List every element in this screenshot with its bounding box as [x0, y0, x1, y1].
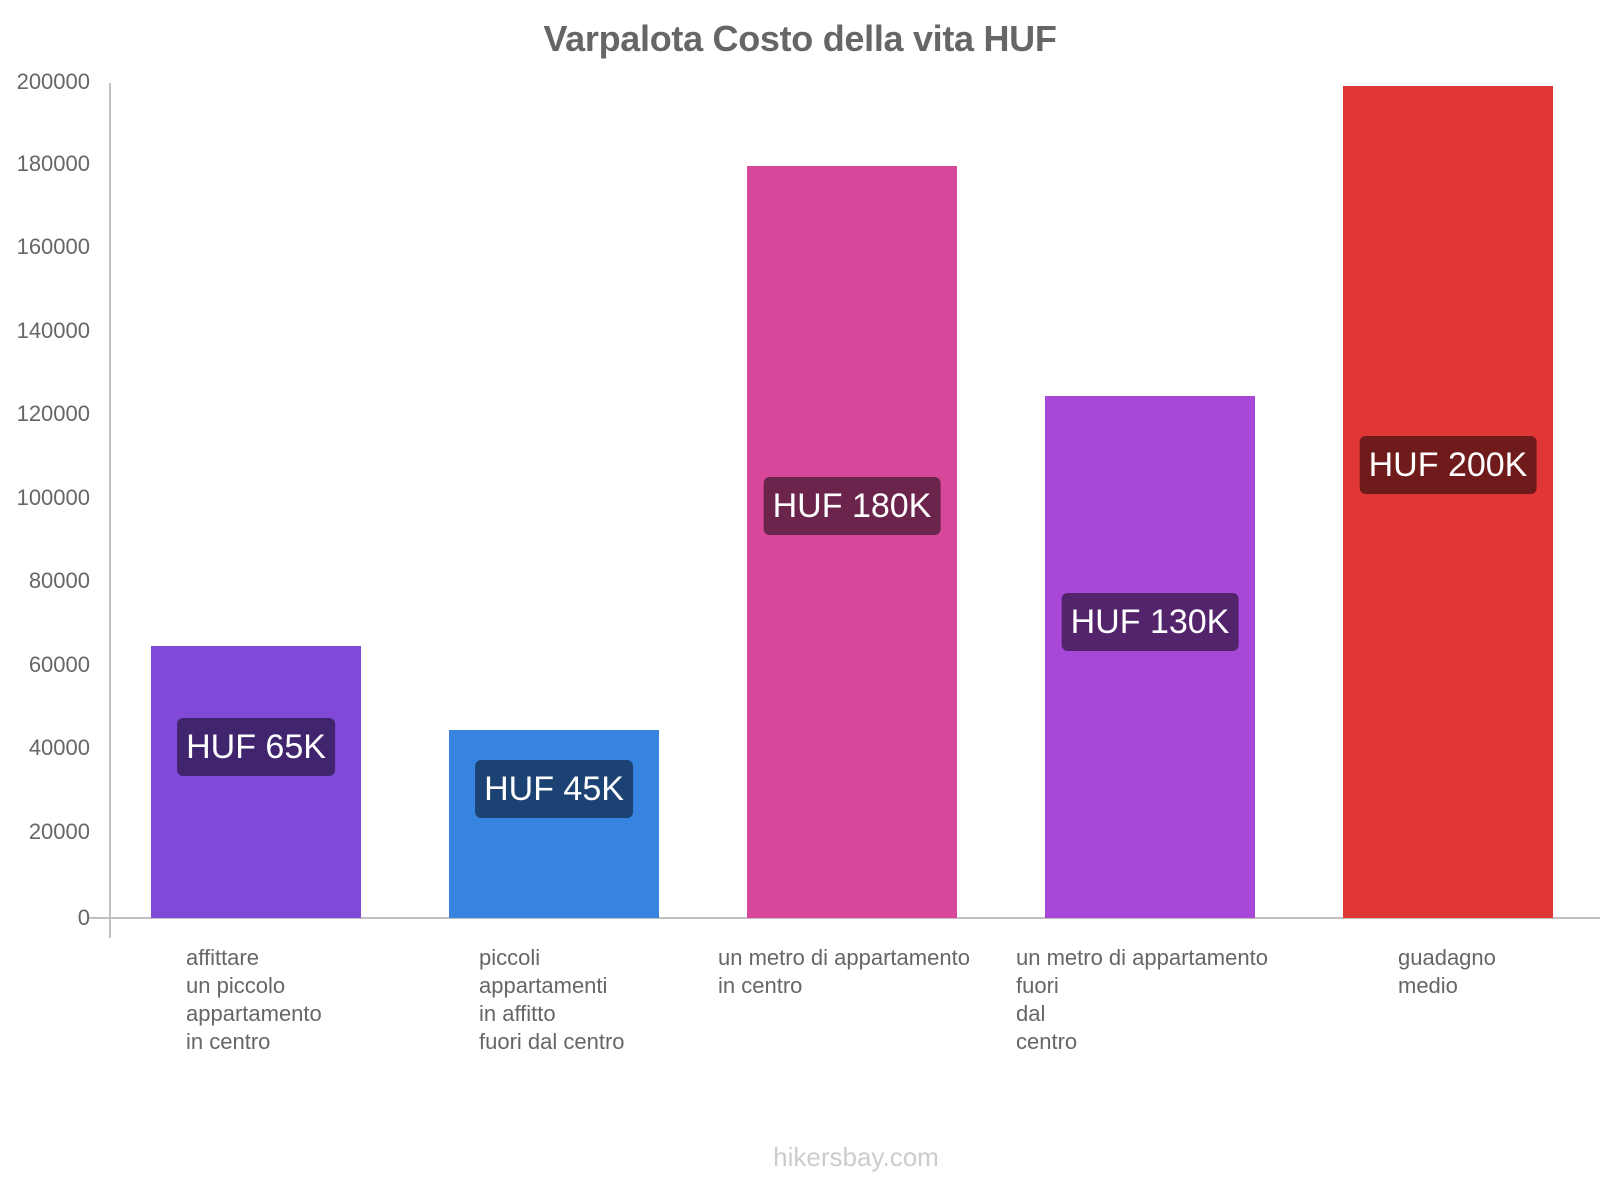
- y-axis-line: [109, 83, 111, 938]
- bar-value-label: HUF 200K: [1359, 436, 1537, 494]
- bar-metro-appartamento-fuori-centro[interactable]: HUF 130K: [1045, 396, 1255, 918]
- y-tick-label: 160000: [16, 234, 90, 259]
- y-tick-label: 200000: [16, 69, 90, 94]
- y-tick-label: 40000: [28, 735, 90, 760]
- x-category-label: un metro di appartamento in centro: [718, 945, 970, 998]
- bar-value-label: HUF 45K: [475, 760, 633, 818]
- y-tick-label: 80000: [28, 568, 90, 593]
- y-tick-label: 180000: [16, 151, 90, 176]
- x-category-label: un metro di appartamento fuori dal centr…: [1016, 945, 1268, 1054]
- x-category-label: guadagno medio: [1398, 945, 1496, 998]
- y-tick-label: 140000: [16, 318, 90, 343]
- y-tick-label: 100000: [16, 485, 90, 510]
- bar-guadagno-medio[interactable]: HUF 200K: [1343, 86, 1553, 918]
- chart-title: Varpalota Costo della vita HUF: [543, 18, 1057, 59]
- y-tick-label: 60000: [28, 652, 90, 677]
- bar-metro-appartamento-centro[interactable]: HUF 180K: [747, 166, 957, 918]
- bar-value-label: HUF 65K: [177, 718, 335, 776]
- y-tick-label: 20000: [28, 819, 90, 844]
- x-category-label: affittare un piccolo appartamento in cen…: [186, 945, 322, 1054]
- x-category-label: piccoli appartamenti in affitto fuori da…: [479, 945, 625, 1054]
- x-axis-line: [89, 917, 1600, 919]
- bar-value-label: HUF 130K: [1061, 593, 1239, 651]
- bar-affittare-piccolo-appartamento-centro[interactable]: HUF 65K: [151, 646, 361, 918]
- bar-value-label: HUF 180K: [763, 477, 941, 535]
- bar-piccoli-appartamenti-fuori-centro[interactable]: HUF 45K: [449, 730, 659, 918]
- watermark: hikersbay.com: [773, 1142, 939, 1172]
- y-tick-label: 0: [77, 905, 90, 930]
- y-tick-label: 120000: [16, 401, 90, 426]
